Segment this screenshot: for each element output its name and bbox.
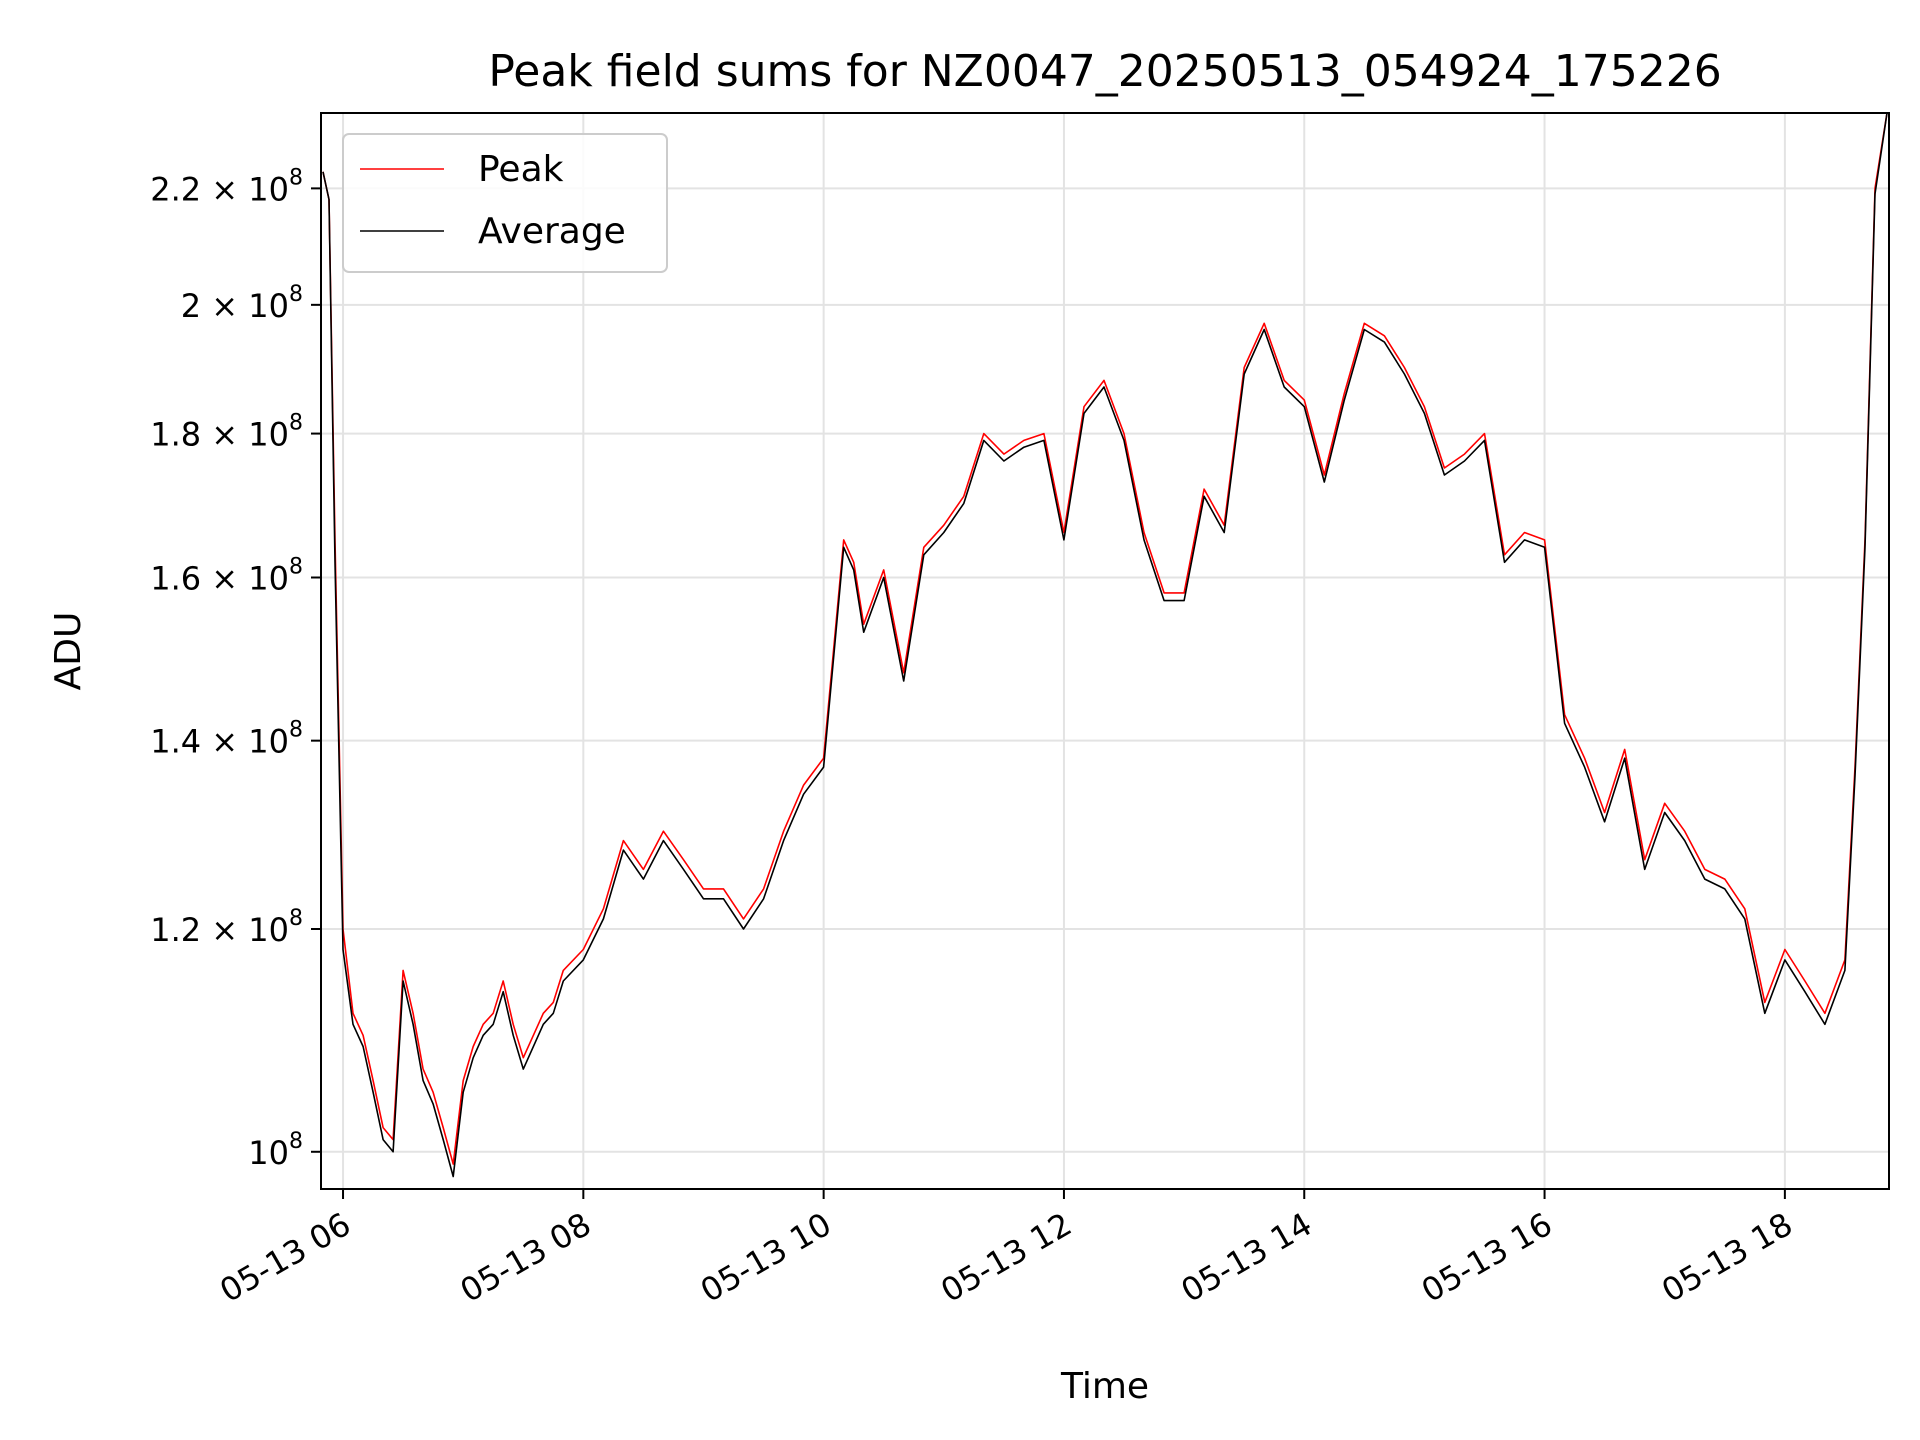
x-tick-label: 05-13 10: [694, 1205, 838, 1310]
legend: Peak Average: [342, 133, 668, 273]
series-average-line: [322, 112, 1888, 1178]
y-tick-label: 1.8 × 108: [150, 411, 303, 454]
y-tick-label: 1.4 × 108: [150, 718, 303, 761]
y-tick-label: 2 × 108: [181, 282, 303, 325]
chart-title: Peak field sums for NZ0047_20250513_0549…: [488, 46, 1721, 97]
y-axis-label: ADU: [48, 612, 89, 691]
x-tick-label: 05-13 08: [454, 1205, 598, 1310]
x-tick-label: 05-13 16: [1415, 1205, 1559, 1310]
series-peak-line: [322, 112, 1888, 1165]
y-tick-label: 108: [248, 1129, 303, 1172]
x-axis-label: Time: [1060, 1366, 1149, 1407]
y-tick-label: 1.2 × 108: [150, 906, 303, 949]
legend-peak-label: Peak: [478, 149, 564, 190]
y-tick-label: 2.2 × 108: [150, 165, 303, 208]
plot-lines: [322, 112, 1888, 1178]
plot-frame: [320, 112, 1890, 1190]
legend-average-label: Average: [478, 211, 626, 252]
x-tick-label: 05-13 12: [934, 1205, 1078, 1310]
grid: [321, 113, 1889, 1189]
x-tick-label: 05-13 18: [1655, 1205, 1799, 1310]
y-tick-label: 1.6 × 108: [150, 554, 303, 597]
y-axis: 108 1.2 × 108 1.4 × 108 1.6 × 108 1.8 × 108 2…: [150, 165, 321, 1172]
x-axis: 05-13 06 05-13 08 05-13 10 05-13 12 05-13 14…: [213, 1189, 1799, 1310]
x-tick-label: 05-13 14: [1175, 1205, 1319, 1310]
x-tick-label: 05-13 06: [213, 1205, 357, 1310]
